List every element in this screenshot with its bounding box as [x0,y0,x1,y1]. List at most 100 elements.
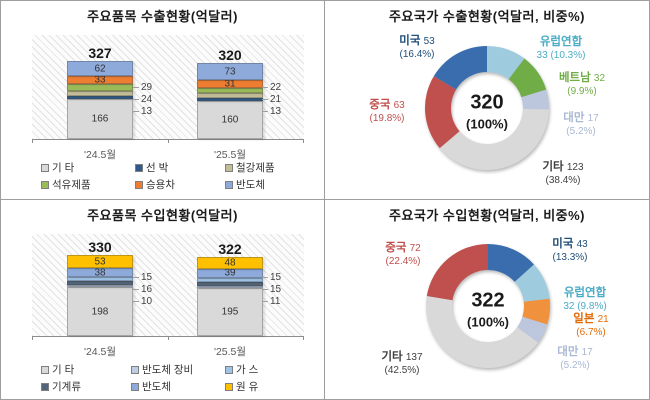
donut-label-대만: 대만 17 (5.2%) [557,346,592,372]
donut-label-유럽연합: 유럽연합 32 (9.8%) [563,287,606,313]
donut-label-value: 17 [581,347,593,358]
bar-segment-value: 160 [221,114,239,126]
x-axis-tick [168,139,169,143]
panel-export-by-country: 주요국가 수출현황(억달러, 비중%) 미국 53 (16.4%) 유럽연합 33 (… [325,1,649,199]
bar-segment-기타 [197,100,263,139]
legend-item: 반도체 [225,177,265,192]
legend-label: 반도체 장비 [142,364,194,376]
callout-leader-line [133,87,139,88]
legend-item: 기계류 [41,379,81,394]
donut-label-percent: 32 (9.8%) [563,301,607,312]
donut-label-percent: (38.4%) [545,175,581,186]
bar-segment-석유제품 [197,87,263,93]
bar-segment-기타 [197,288,263,336]
legend-color-swatch [41,180,49,189]
donut-label-name: 대만 17 [563,112,599,124]
donut-segment-베트남 [508,58,547,98]
bar-segment-철강제품 [67,90,133,97]
donut-label-value: 123 [566,162,584,173]
bar-callout-value: 10 [141,296,153,307]
bar-callout-value: 16 [141,284,153,295]
x-axis-tick [303,139,304,143]
x-axis-tick [303,336,304,340]
legend-color-swatch [131,365,139,374]
donut-label-name: 미국 43 [552,238,588,250]
legend-color-swatch [225,382,233,391]
x-axis-tick [32,336,33,340]
donut-segment-대만 [517,316,548,343]
donut-label-name: 대만 17 [557,346,593,358]
legend-color-swatch [135,180,143,189]
donut-label-name: 유럽연합 [563,287,607,299]
bar-callout-value: 15 [141,272,153,283]
donut-label-name: 중국 63 [369,99,405,111]
bar-segment-반도체 [197,268,263,279]
chart-title: 주요품목 수입현황(억달러) [87,208,238,223]
bar-segment-원유 [197,256,263,269]
bar-segment-기계류 [67,281,133,286]
donut-label-name: 유럽연합 [539,36,583,48]
legend-item: 석유제품 [41,177,91,192]
donut-label-name: 미국 53 [399,35,435,47]
bar-segment-반도체 [67,268,133,278]
x-axis-tick [32,139,33,143]
donut-label-value: 72 [409,243,421,254]
bar-segment-value: 53 [94,256,106,268]
donut-segment-대만 [521,89,549,110]
panel-import-by-item: 주요품목 수입현황(억달러) 198 38 53 330'24.5월 15 16 10 195… [1,200,324,399]
legend-item: 기 타 [41,362,74,377]
bar-callout-value: 21 [270,94,282,105]
legend-item: 가 스 [225,362,258,377]
callout-leader-line [262,87,268,88]
donut-label-percent: (5.2%) [566,126,596,137]
bar-segment-가스 [197,278,263,282]
donut-label-name: 베트남 32 [558,72,606,84]
legend-item: 반도체 [131,379,171,394]
callout-leader-line [133,301,139,302]
donut-rings [424,46,549,171]
bar-segment-가스 [67,277,133,282]
legend-label: 선 박 [146,162,169,174]
donut-label-percent: (19.8%) [369,113,405,124]
donut-label-중국: 중국 72 (22.4%) [385,242,420,268]
bar-segment-value: 73 [224,66,236,78]
legend-color-swatch [225,163,233,172]
bar-segment-반도체장비 [197,285,263,289]
legend-label: 석유제품 [52,179,91,191]
x-axis-category: '24.5월 [83,346,117,358]
x-axis-category: '25.5월 [213,149,247,161]
bar-callout-value: 15 [270,272,282,283]
bar-segment-value: 38 [94,267,106,279]
bar-segment-승용차 [67,75,133,84]
bar-segment-반도체 [197,62,263,81]
bar-total-value: 320 [218,46,242,63]
callout-leader-line [262,111,268,112]
callout-leader-line [133,111,139,112]
bar-segment-승용차 [197,80,263,88]
panel-import-by-country: 주요국가 수입현황(억달러, 비중%) 미국 43 (13.3%) 유럽연합 32 (… [325,200,649,399]
callout-leader-line [133,277,139,278]
bar-segment-기타 [67,99,133,139]
bar-callout-value: 22 [270,82,282,93]
donut-label-value: 17 [587,113,599,124]
bar-segment-value: 48 [224,257,236,269]
bar-segment-선박 [67,96,133,100]
bar-segment-원유 [67,255,133,269]
legend-item: 승용차 [135,177,175,192]
bar-callout-value: 29 [141,82,153,93]
callout-leader-line [262,99,268,100]
legend-label: 기 타 [52,364,75,376]
donut-center-percent: (100%) [466,116,508,132]
bar-segment-value: 39 [224,267,236,279]
donut-segment-미국 [433,46,487,90]
legend-label: 기 타 [52,162,75,174]
legend-label: 반도체 [142,381,171,393]
donut-segment-중국 [424,76,460,149]
bar-total-value: 322 [218,240,242,257]
donut-label-name: 일본 21 [573,313,609,325]
donut-label-percent: 33 (10.3%) [536,50,586,61]
donut-label-percent: (22.4%) [385,256,421,267]
donut-segment-중국 [426,244,488,301]
donut-center-total: 320 [470,91,504,114]
